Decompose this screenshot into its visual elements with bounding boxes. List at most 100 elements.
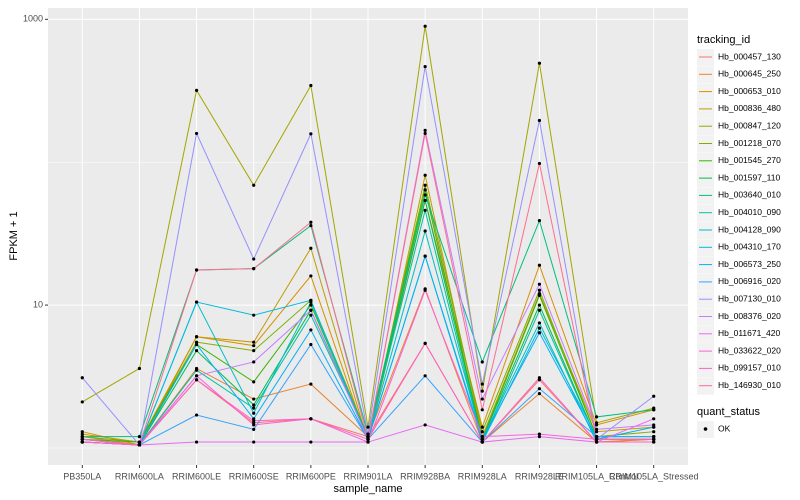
data-point [423,131,427,136]
x-tick-label: RRIM928LE [515,471,564,481]
data-point [652,440,656,444]
x-axis-title: sample_name [333,483,402,495]
data-point [194,374,199,378]
legend-title: quant_status [697,406,760,418]
data-point [480,425,484,429]
data-point [309,417,313,421]
data-point [309,303,313,307]
data-point [423,229,427,233]
data-point [252,344,256,348]
data-point [652,394,656,398]
data-point [480,397,484,401]
data-point [537,293,542,297]
y-axis-title: FPKM + 1 [8,211,20,260]
data-point [537,376,542,380]
data-point [480,408,484,412]
data-point [594,435,599,439]
data-point [80,430,84,434]
legend-label: Hb_000645_250 [718,69,781,79]
data-point [537,288,542,292]
data-point [309,308,313,312]
x-tick-label: RRIM600SE [229,471,279,481]
legend-label: Hb_011671_420 [718,328,781,338]
data-point [423,173,427,177]
data-point [252,397,256,401]
legend-label: Hb_001545_270 [718,155,781,165]
data-point [252,340,256,344]
data-point [537,326,542,330]
data-point [537,219,542,223]
legend-label: Hb_146930_010 [718,380,781,390]
data-point [137,366,142,371]
data-point [309,246,313,250]
data-point [309,223,313,228]
legend-label: Hb_001597_110 [718,172,781,182]
data-point [252,423,256,427]
data-point [137,443,142,447]
data-point [480,382,484,386]
data-point [252,380,256,384]
data-point [194,349,199,353]
data-point [80,440,84,444]
x-tick-label: RRIM901LA [343,471,392,481]
legend-label: Hb_000457_130 [718,51,781,61]
data-point [252,257,256,261]
data-point [366,425,370,429]
x-tick-label: PB350LA [63,471,101,481]
data-point [309,274,313,278]
data-point [252,349,256,353]
data-point [194,440,199,444]
data-point [537,392,542,396]
data-point [309,328,313,332]
data-point [594,437,599,441]
data-point [423,188,427,192]
data-point [423,374,427,378]
data-point [309,132,313,136]
x-tick-label: RRIM600LA [115,471,164,481]
data-point [137,435,142,439]
data-point [80,400,84,404]
data-point [423,193,427,197]
legend-title: tracking_id [697,34,750,46]
data-point [537,331,542,335]
data-point [480,435,484,439]
data-point [194,268,199,272]
data-point [252,419,256,423]
data-point [194,335,199,339]
data-point [594,440,599,444]
data-point [80,437,84,441]
data-point [366,440,370,444]
data-point [309,313,313,317]
legend-label: Hb_001218_070 [718,138,781,148]
data-point [194,300,199,304]
data-point [537,263,542,267]
legend-label: Hb_008376_020 [718,311,781,321]
legend-label: Hb_099157_010 [718,363,781,373]
data-point [480,360,484,364]
data-point [423,423,427,427]
legend-label: Hb_007130_010 [718,293,781,303]
x-tick-label: RRIM600LE [172,471,221,481]
x-tick-label: RRIM105LA_Stressed [609,471,699,481]
legend-swatch [703,427,708,431]
data-point [194,340,199,344]
data-point [309,298,313,302]
data-point [480,440,484,444]
y-tick-label: 1000 [23,14,43,24]
data-point [537,282,542,286]
data-point [537,432,542,436]
legend-label: Hb_004310_170 [718,242,781,252]
data-point [423,128,427,132]
data-point [366,435,370,439]
legend-label: Hb_004128_090 [718,224,781,234]
data-point [480,389,484,393]
data-point [252,360,256,364]
data-point [252,427,256,431]
data-point [137,440,142,444]
data-point [309,220,313,224]
data-point [366,437,370,441]
data-point [252,313,256,317]
data-point [194,368,199,372]
data-point [594,427,599,431]
legend-label: Hb_000836_480 [718,103,781,113]
